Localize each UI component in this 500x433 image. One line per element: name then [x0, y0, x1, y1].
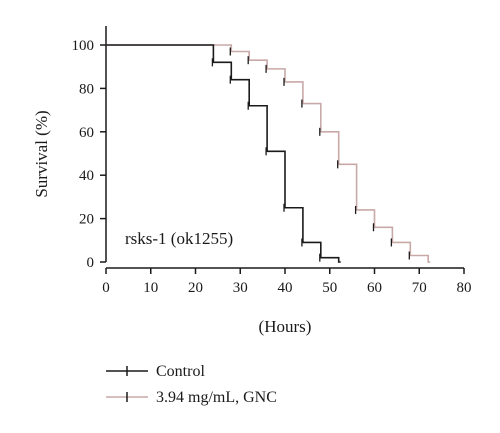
y-tick-label: 20	[79, 212, 94, 228]
y-axis-label: Survival (%)	[32, 110, 51, 197]
y-tick-label: 40	[79, 168, 94, 184]
chart-annotation: rsks-1 (ok1255)	[125, 229, 233, 248]
legend-item-control: Control	[106, 363, 205, 380]
x-ticks: 0 10 20 30 40 50 60 70 80	[102, 268, 472, 296]
x-tick-label: 80	[457, 280, 472, 296]
x-tick-label: 70	[412, 280, 427, 296]
y-tick-label: 80	[79, 81, 94, 97]
x-tick-label: 50	[322, 280, 337, 296]
y-tick-label: 100	[72, 38, 95, 54]
series-line-control	[106, 44, 341, 263]
x-tick-label: 20	[188, 280, 203, 296]
x-tick-label: 0	[102, 280, 110, 296]
y-axis: 0 20 40 60 80 100	[72, 26, 107, 271]
legend-item-gnc: 3.94 mg/mL, GNC	[106, 389, 277, 406]
x-tick-label: 10	[143, 280, 158, 296]
x-axis: 0 10 20 30 40 50 60 70 80	[102, 267, 472, 296]
x-axis-label: (Hours)	[259, 317, 312, 336]
x-tick-label: 40	[278, 280, 293, 296]
y-tick-label: 60	[79, 125, 94, 141]
legend-label-control: Control	[156, 363, 205, 380]
legend: Control 3.94 mg/mL, GNC	[106, 363, 277, 406]
legend-label-gnc: 3.94 mg/mL, GNC	[156, 389, 277, 406]
x-tick-label: 60	[367, 280, 382, 296]
x-tick-label: 30	[233, 280, 248, 296]
series-line-gnc	[106, 44, 431, 263]
y-ticks: 0 20 40 60 80 100	[72, 38, 106, 271]
y-tick-label: 0	[87, 255, 95, 271]
series-layer	[106, 44, 431, 263]
